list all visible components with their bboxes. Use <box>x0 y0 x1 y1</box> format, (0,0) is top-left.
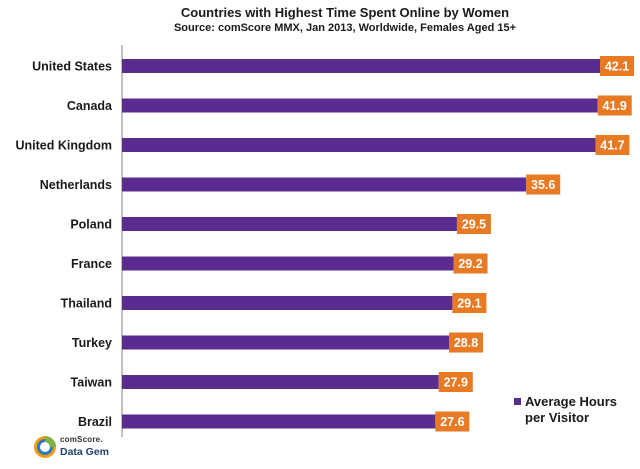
bar-group: United States 42.1 Canada 41.9 United Kingdo… <box>15 56 634 432</box>
bar <box>122 414 436 429</box>
value-label: 27.9 <box>444 376 468 390</box>
value-label-box <box>438 372 473 392</box>
value-label-box <box>435 411 470 432</box>
value-label: 42.1 <box>605 60 629 74</box>
value-label-box <box>600 56 634 76</box>
bar <box>122 217 457 231</box>
value-label-box <box>595 135 630 155</box>
category-label: Poland <box>70 218 112 232</box>
value-label-box <box>526 174 561 195</box>
value-label-box <box>453 253 488 274</box>
category-label: France <box>71 257 112 271</box>
category-label: Taiwan <box>71 376 112 390</box>
category-label: Netherlands <box>40 178 112 192</box>
brand-product: Data Gem <box>60 446 109 458</box>
value-label: 27.6 <box>440 415 464 429</box>
legend-label-line1: Average Hours <box>525 394 617 409</box>
value-label: 29.1 <box>457 297 481 311</box>
legend-swatch <box>514 398 521 405</box>
bar <box>122 59 600 73</box>
chart-title: Countries with Highest Time Spent Online… <box>181 5 509 20</box>
legend-label-line2: per Visitor <box>525 410 589 425</box>
category-label: United States <box>32 60 112 74</box>
value-label: 29.2 <box>458 257 482 271</box>
bar <box>122 256 454 271</box>
bar <box>122 296 453 310</box>
brand-name: comScore. <box>60 435 103 444</box>
category-label: Brazil <box>78 415 112 429</box>
bar <box>122 335 449 350</box>
category-label: United Kingdom <box>15 139 112 153</box>
value-label-box <box>456 214 491 234</box>
value-label-box <box>452 293 487 313</box>
value-label-box <box>448 332 483 353</box>
chart-subtitle: Source: comScore MMX, Jan 2013, Worldwid… <box>174 22 516 34</box>
value-label: 35.6 <box>531 178 555 192</box>
category-label: Turkey <box>72 336 112 350</box>
value-label-box <box>597 95 632 116</box>
category-label: Canada <box>67 99 113 113</box>
comscore-data-gem-logo: comScore. Data Gem <box>34 435 109 458</box>
bar <box>122 375 439 389</box>
bar <box>122 138 596 152</box>
bar <box>122 98 598 113</box>
value-label: 41.9 <box>603 99 627 113</box>
bar <box>122 177 527 192</box>
value-label: 29.5 <box>462 218 486 232</box>
value-label: 28.8 <box>454 336 478 350</box>
value-label: 41.7 <box>600 139 624 153</box>
legend: Average Hours per Visitor <box>514 394 617 425</box>
data-gem-icon <box>34 436 56 458</box>
category-label: Thailand <box>61 297 112 311</box>
